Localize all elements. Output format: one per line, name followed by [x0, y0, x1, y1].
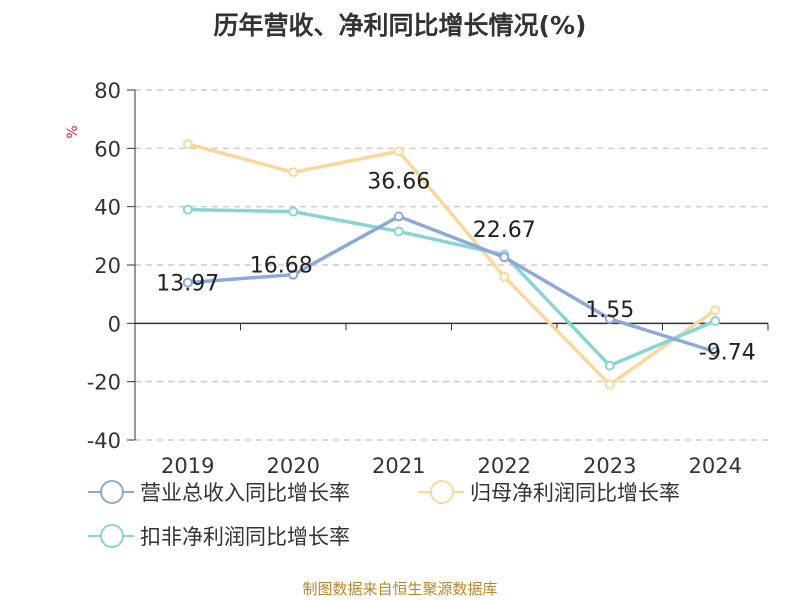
- legend-circle: [100, 480, 124, 504]
- x-tick-label: 2019: [161, 454, 214, 478]
- x-tick-label: 2022: [478, 454, 531, 478]
- legend-circle: [430, 480, 454, 504]
- series-3-point: [604, 360, 615, 371]
- legend-item[interactable]: 归母净利润同比增长率: [418, 477, 680, 507]
- series-2-point: [288, 167, 299, 178]
- legend-marker-icon: [88, 521, 134, 551]
- series-2-point: [499, 271, 510, 282]
- x-tick-label: 2024: [689, 454, 742, 478]
- legend-label: 归母净利润同比增长率: [470, 481, 680, 505]
- data-label: 22.67: [473, 218, 536, 243]
- legend-marker-icon: [418, 477, 464, 507]
- y-tick-label: -20: [87, 371, 121, 395]
- legend-item[interactable]: 营业总收入同比增长率: [88, 477, 350, 507]
- y-tick-label: 0: [108, 312, 121, 336]
- series-line-2: [187, 142, 717, 387]
- series-2-point: [393, 146, 404, 157]
- series-line-3: [187, 207, 716, 368]
- x-tick-label: 2020: [267, 454, 320, 478]
- series-2-point: [182, 138, 193, 149]
- y-tick-label: 80: [94, 79, 121, 103]
- y-axis-label: %: [65, 125, 81, 138]
- series-1-point: [393, 211, 404, 222]
- data-label: 13.97: [156, 272, 219, 297]
- legend-marker-icon: [88, 477, 134, 507]
- chart-title: 历年营收、净利同比增长情况(%): [213, 11, 587, 40]
- series-3-point: [182, 204, 193, 215]
- series-3-point: [710, 316, 721, 326]
- series-3-point: [288, 206, 299, 217]
- series-1-point: [499, 252, 510, 263]
- series-line-1: [187, 214, 716, 354]
- series-1-point: [288, 269, 299, 280]
- series-1-point: [710, 346, 721, 357]
- legend-label: 营业总收入同比增长率: [140, 481, 350, 505]
- y-tick-label: 20: [94, 254, 121, 278]
- y-tick-label: 40: [94, 196, 121, 220]
- x-tick-label: 2021: [372, 454, 425, 478]
- x-tick-label: 2023: [583, 454, 636, 478]
- series-2-point: [604, 379, 615, 390]
- series-1-point: [182, 277, 193, 288]
- series-3-point: [393, 226, 404, 237]
- data-label: 36.66: [367, 169, 430, 194]
- legend-item[interactable]: 扣非净利润同比增长率: [88, 521, 350, 551]
- legend-label: 扣非净利润同比增长率: [140, 525, 350, 549]
- series-2-point: [710, 305, 721, 316]
- data-label: 1.55: [585, 298, 634, 323]
- y-tick-label: -40: [87, 429, 121, 453]
- data-label: -9.74: [699, 341, 756, 366]
- source-note: 制图数据来自恒生聚源数据库: [302, 580, 498, 598]
- y-tick-label: 60: [94, 137, 121, 161]
- legend-circle: [100, 524, 124, 548]
- data-label: 16.68: [250, 254, 313, 279]
- series-1-point: [604, 313, 615, 324]
